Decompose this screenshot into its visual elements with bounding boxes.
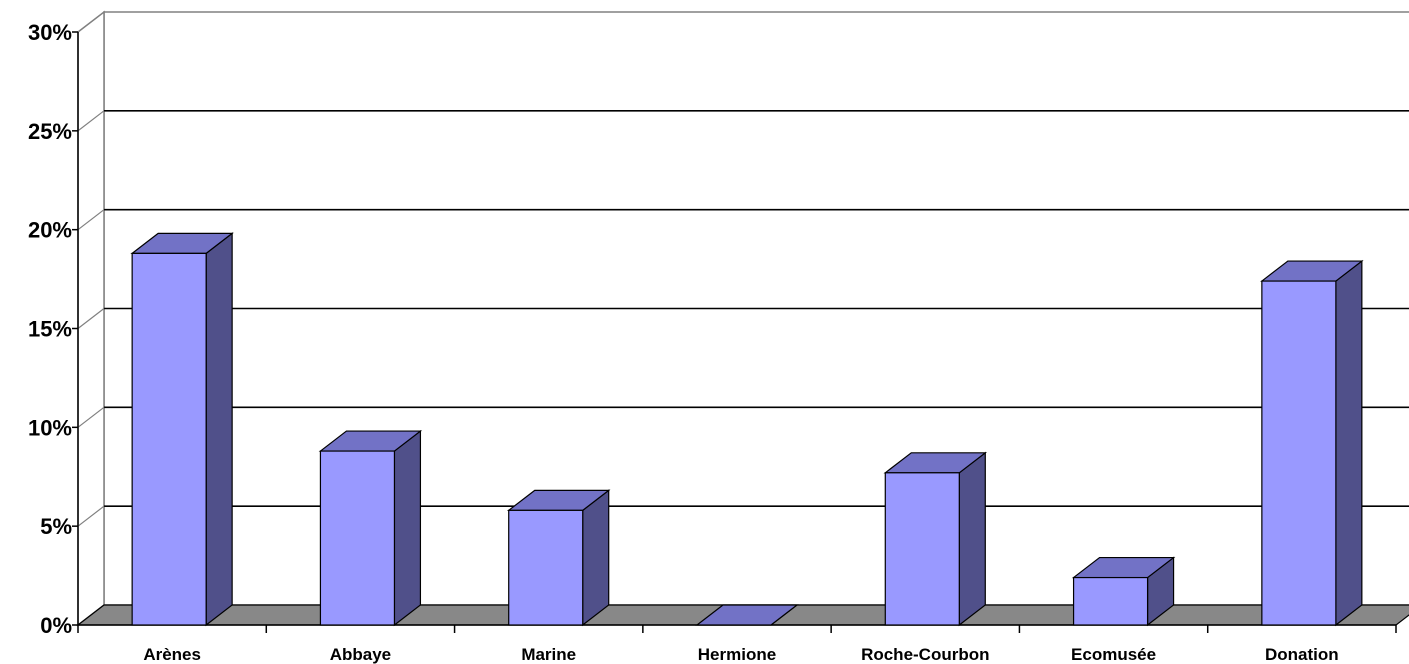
y-tick-label: 10% [28,415,72,440]
x-tick-label: Arènes [143,645,201,664]
bar [318,429,423,627]
bar-side [958,451,986,627]
bar [506,489,611,627]
gridline-side [77,110,105,132]
bar-front [508,509,584,626]
chart-walls [77,10,1409,627]
bar [883,451,988,627]
y-tick-label: 20% [28,218,72,243]
bar-front [131,252,207,626]
gridline-side [77,406,105,428]
y-tick-label: 30% [28,20,72,45]
bar-side [393,429,422,627]
gridline-side [77,505,105,527]
x-tick-label: Roche-Courbon [861,645,989,664]
bar [695,604,799,626]
bar [130,232,234,627]
bar-side [582,489,610,627]
y-tick-label: 25% [28,119,72,144]
y-tick-label: 15% [28,317,72,342]
gridline-side [77,209,105,231]
y-tick-label: 5% [40,514,72,539]
bar-front [1261,280,1337,626]
bar-front [319,450,396,626]
bar-side [1335,259,1363,627]
bar-front [884,472,960,626]
y-tick-labels: 0% 5% 10% 15% 20% 25% 30% [28,20,72,638]
bar-side [205,232,233,627]
bar-top [695,604,799,626]
bar [1071,556,1176,627]
y-tick-label: 0% [40,613,72,638]
bar [1260,259,1364,627]
bars [130,232,1364,627]
x-tick-label: Donation [1265,645,1339,664]
x-tick-label: Abbaye [330,645,391,664]
bar-front [1072,576,1149,626]
x-tick-label: Marine [521,645,576,664]
gridline-side [77,308,105,329]
x-tick-label: Hermione [698,645,776,664]
x-tick-labels: Arènes Abbaye Marine Hermione Roche-Courbon E… [143,645,1338,664]
x-tick-label: Ecomusée [1071,645,1156,664]
